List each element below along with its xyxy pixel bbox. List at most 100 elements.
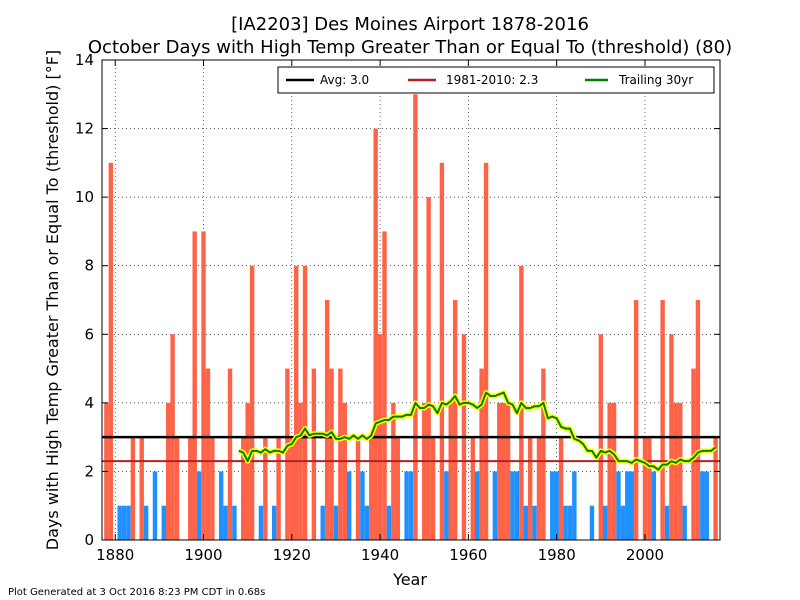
bar [541,368,546,540]
bar [620,505,626,540]
bar [695,300,701,540]
bar [616,471,621,540]
y-tick-label: 2 [84,462,94,480]
y-tick-label: 8 [84,257,94,275]
bar [311,368,317,540]
bar [276,437,281,540]
bar [152,471,158,540]
bar [554,471,559,540]
bar [536,437,542,540]
bar [492,471,498,540]
bar [470,437,476,540]
x-axis-label: Year [392,570,427,589]
bar [188,437,193,540]
bar [501,402,506,540]
bar [413,94,418,541]
bar [589,505,595,540]
bar [422,402,427,540]
x-tick-label: 1980 [538,546,576,564]
bar [201,231,206,540]
bar [673,402,679,540]
bar [298,402,303,540]
bar [404,471,409,540]
bar [497,402,502,540]
bar [527,437,533,540]
bar [218,471,224,540]
bar [271,505,277,540]
bar [302,265,308,540]
bar [294,265,299,540]
bar [479,368,484,540]
bar [510,471,515,540]
bar [161,505,167,540]
bar [241,437,246,540]
bar [633,300,639,540]
bar [232,505,237,540]
chart-title: [IA2203] Des Moines Airport 1878-2016 [231,14,589,35]
bar [678,402,683,540]
y-axis-ticks: 0 2 4 6 8 10 12 14 [75,51,720,549]
bar [338,368,343,540]
bar [249,265,255,540]
bar [642,437,648,540]
x-tick-label: 1920 [273,546,311,564]
bar [333,505,339,540]
bar [448,402,453,540]
bar [550,471,555,540]
x-tick-label: 1880 [96,546,134,564]
bar [611,402,617,540]
bar [210,437,215,540]
y-tick-label: 4 [84,394,94,412]
bar [342,402,347,540]
bar [514,471,520,540]
bar [647,437,652,540]
bar [532,505,537,540]
bar [607,402,612,540]
bar [192,231,197,540]
bar [126,505,131,540]
y-tick-label: 14 [75,51,94,69]
bar [563,505,568,540]
bar [505,402,511,540]
bar [439,162,445,540]
bar [258,505,264,540]
legend: Avg: 3.0 1981-2010: 2.3 Trailing 30yr [277,66,715,94]
bar [682,505,687,540]
bar [603,505,608,540]
bar [364,505,370,540]
x-tick-label: 1900 [184,546,222,564]
bar [572,471,577,540]
bar [108,162,114,540]
x-axis-ticks: 1880 1900 1920 1940 1960 1980 2000 [96,60,664,564]
bar [324,300,330,540]
bar [382,231,387,540]
bar [130,437,136,540]
bar [346,471,352,540]
x-tick-label: 1940 [361,546,399,564]
bar [227,368,233,540]
y-tick-label: 6 [84,325,94,343]
footer-timestamp: Plot Generated at 3 Oct 2016 8:23 PM CDT… [8,587,265,598]
bar [523,505,528,540]
bar [329,368,334,540]
bar [483,162,489,540]
bar [704,471,709,540]
bar [121,505,127,540]
bar [567,505,573,540]
bar [139,437,144,540]
y-tick-label: 12 [75,120,94,138]
bar [408,471,414,540]
y-axis-label: Days with High Temp Greater Than or Equa… [43,50,62,550]
bar [426,197,431,540]
plot-frame [101,59,721,541]
bar [430,437,436,540]
bar [660,300,665,540]
legend-avg-label: Avg: 3.0 [320,73,369,87]
bar [444,471,449,540]
bar [713,437,718,540]
bar [263,437,268,540]
bar [117,505,122,540]
bar [651,471,656,540]
bar [205,368,211,540]
